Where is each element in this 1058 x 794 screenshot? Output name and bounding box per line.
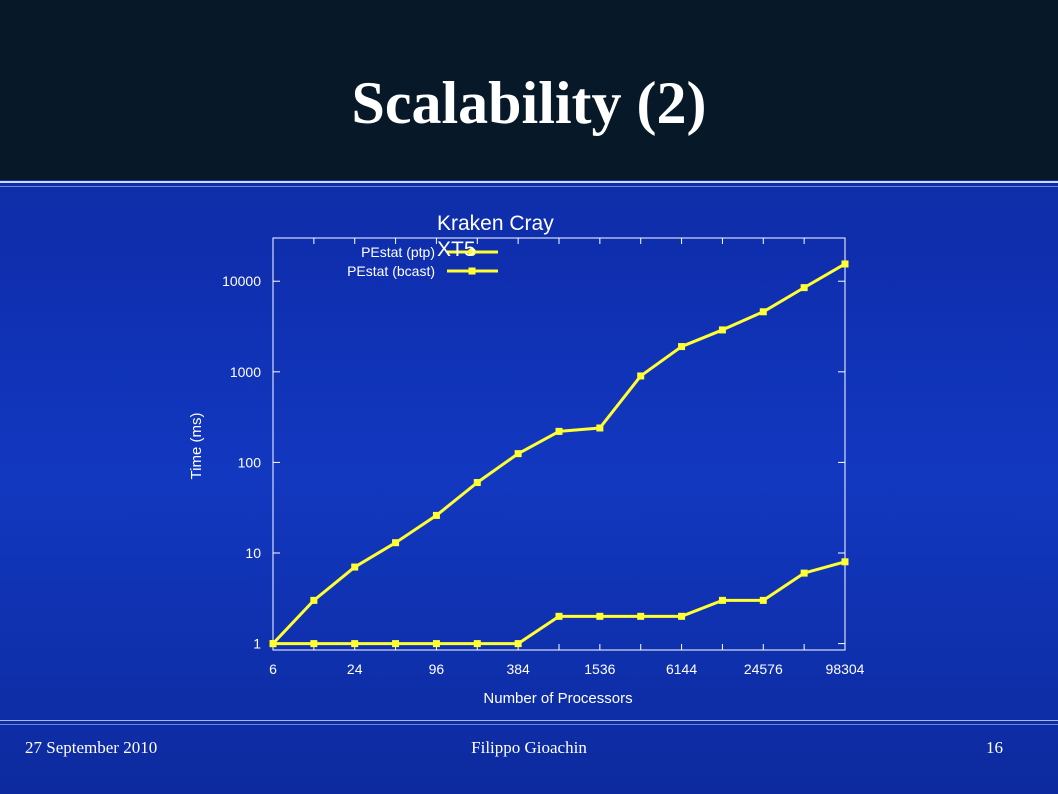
data-point	[718, 326, 726, 334]
x-axis-label: Number of Processors	[483, 690, 632, 707]
legend: PEstat (ptp) PEstat (bcast)	[347, 244, 498, 279]
y-axis: 1 10 100 1000 10000	[222, 273, 845, 652]
slide-header	[0, 0, 1058, 180]
series-group	[269, 260, 849, 648]
data-point	[555, 427, 563, 435]
plot-frame	[272, 237, 846, 651]
x-tick-label: 96	[429, 661, 445, 677]
footer-date: 27 September 2010	[25, 738, 158, 757]
header-divider-secondary	[0, 186, 1058, 187]
data-point	[392, 539, 400, 547]
data-point	[800, 284, 808, 292]
x-tick-label: 24	[347, 661, 363, 677]
data-point	[841, 260, 849, 268]
data-point	[678, 343, 686, 351]
y-tick-label: 1000	[230, 364, 261, 380]
series-line-2	[273, 560, 846, 646]
y-tick-label: 100	[238, 454, 262, 470]
footer-divider	[0, 720, 1058, 721]
footer-divider-secondary	[0, 724, 1058, 725]
data-point	[269, 640, 277, 648]
data-point	[596, 612, 604, 620]
data-point	[514, 640, 522, 648]
chart-title: Kraken Cray XT5	[437, 212, 554, 261]
legend-marker	[468, 267, 476, 275]
data-point	[841, 558, 849, 566]
y-tick-label: 10	[245, 545, 261, 561]
data-point	[432, 640, 440, 648]
data-point	[759, 308, 767, 316]
legend-label: PEstat (bcast)	[347, 263, 435, 279]
data-point	[310, 640, 318, 648]
data-point	[392, 640, 400, 648]
slide-title: Scalability (2)	[351, 70, 707, 136]
data-point	[473, 479, 481, 487]
data-point	[310, 596, 318, 604]
data-point	[432, 511, 440, 519]
x-tick-label: 6144	[666, 661, 697, 677]
data-point	[596, 424, 604, 432]
slide-number: 16	[986, 738, 1003, 757]
series-line-1	[271, 262, 846, 645]
y-tick-label: 1	[253, 636, 261, 652]
y-tick-label: 10000	[222, 273, 261, 289]
data-point	[718, 596, 726, 604]
legend-label: PEstat (ptp)	[361, 244, 435, 260]
x-tick-label: 1536	[584, 661, 615, 677]
x-tick-label: 24576	[744, 661, 783, 677]
x-tick-label: 98304	[826, 661, 865, 677]
data-point	[351, 563, 359, 571]
data-point	[800, 569, 808, 577]
x-axis: 6 24 96 384 1536 6144 24576 98304	[269, 238, 865, 677]
data-point	[514, 450, 522, 458]
data-point	[555, 612, 563, 620]
data-point	[678, 612, 686, 620]
header-divider	[0, 181, 1058, 183]
x-tick-label: 384	[506, 661, 530, 677]
data-point	[473, 640, 481, 648]
data-point	[637, 372, 645, 380]
footer-author: Filippo Gioachin	[471, 738, 587, 757]
data-point	[759, 596, 767, 604]
data-point	[351, 640, 359, 648]
y-axis-label: Time (ms)	[188, 413, 205, 480]
legend-marker	[468, 248, 476, 256]
data-point	[637, 612, 645, 620]
x-tick-label: 6	[269, 661, 277, 677]
